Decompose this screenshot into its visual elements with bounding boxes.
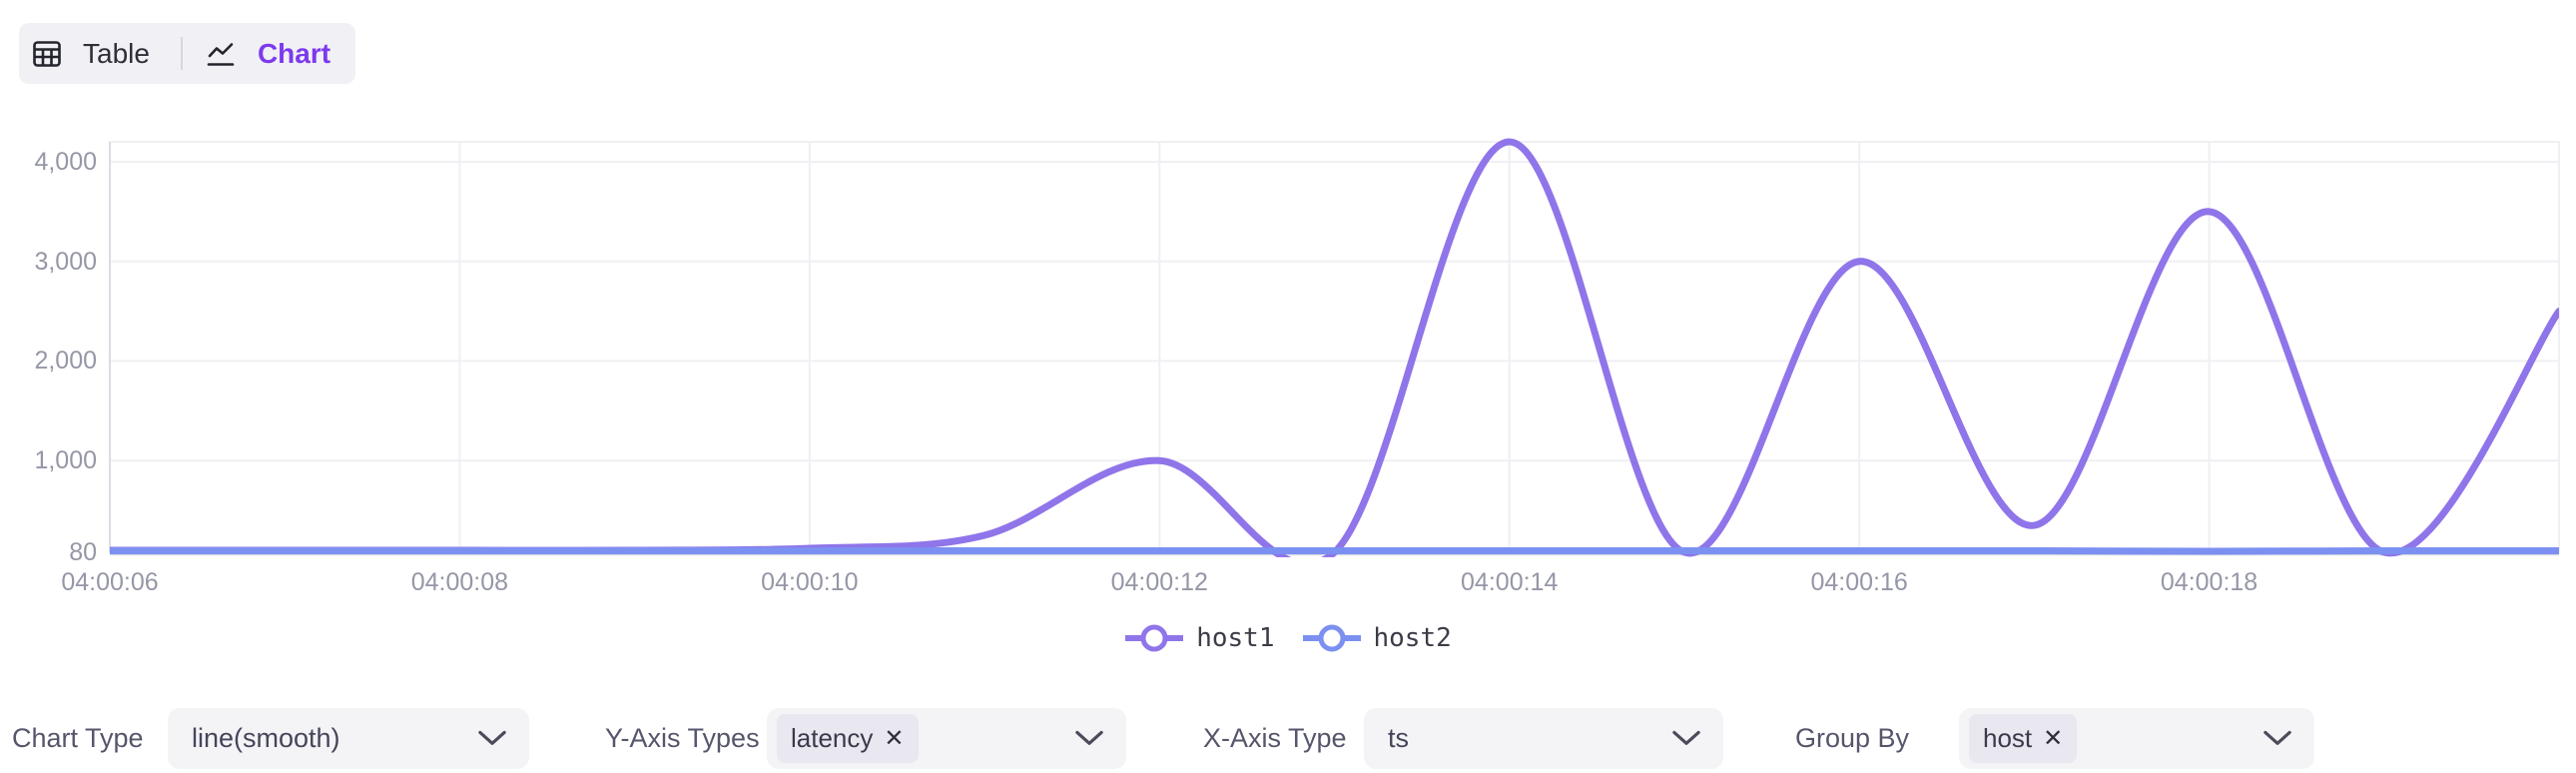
chart-view-label: Chart — [257, 37, 331, 69]
y-axis-types-label: Y-Axis Types — [605, 723, 760, 753]
y-tick-label: 80 — [69, 538, 97, 566]
chart-type-select[interactable]: line(smooth) — [168, 708, 529, 769]
x-tick-label: 04:00:14 — [1461, 568, 1559, 596]
y-tick-label: 1,000 — [34, 446, 97, 475]
group-by-select[interactable]: host ✕ — [1959, 708, 2314, 769]
x-axis-type-select[interactable]: ts — [1364, 708, 1723, 769]
x-tick-label: 04:00:16 — [1810, 568, 1908, 596]
y-tick-label: 3,000 — [34, 247, 97, 276]
legend-label: host1 — [1196, 623, 1275, 653]
x-tick-label: 04:00:10 — [761, 568, 859, 596]
table-icon — [32, 39, 62, 69]
chevron-down-icon — [1075, 730, 1103, 745]
line-chart-icon — [206, 39, 236, 69]
x-tick-label: 04:00:06 — [61, 568, 159, 596]
line-series-marker-icon — [1302, 624, 1361, 652]
group-by-label: Group By — [1795, 723, 1910, 753]
y-axis-types-select[interactable]: latency ✕ — [767, 708, 1126, 769]
table-view-button[interactable]: Table — [19, 23, 181, 84]
chart-type-label: Chart Type — [12, 723, 144, 753]
chevron-down-icon — [1672, 730, 1700, 745]
legend-label: host2 — [1373, 623, 1452, 653]
x-axis-type-label: X-Axis Type — [1203, 723, 1347, 753]
legend-item-host2[interactable]: host2 — [1302, 623, 1452, 653]
tag-label: latency — [791, 723, 874, 753]
y-tick-label: 4,000 — [34, 147, 97, 176]
x-axis-type-value: ts — [1388, 723, 1410, 753]
chart-legend: host1 host2 — [0, 623, 2576, 653]
x-tick-label: 04:00:18 — [2160, 568, 2258, 596]
view-toggle: Table Chart — [19, 23, 356, 84]
table-view-label: Table — [83, 37, 150, 69]
x-tick-label: 04:00:12 — [1110, 568, 1208, 596]
chart-plot-area[interactable] — [110, 142, 2559, 552]
remove-tag-icon[interactable]: ✕ — [884, 724, 905, 752]
line-series-marker-icon — [1125, 624, 1184, 652]
remove-tag-icon[interactable]: ✕ — [2043, 724, 2064, 752]
chart-view-button[interactable]: Chart — [183, 23, 355, 84]
x-tick-label: 04:00:08 — [410, 568, 509, 596]
tag-label: host — [1983, 723, 2033, 753]
toggle-divider — [180, 37, 183, 70]
selected-tag-latency: latency ✕ — [777, 714, 919, 763]
y-tick-label: 2,000 — [34, 347, 97, 376]
chart-type-value: line(smooth) — [192, 723, 340, 753]
selected-tag-host: host ✕ — [1969, 714, 2078, 763]
chevron-down-icon — [478, 730, 506, 745]
legend-item-host1[interactable]: host1 — [1124, 623, 1275, 653]
chevron-down-icon — [2263, 730, 2291, 745]
